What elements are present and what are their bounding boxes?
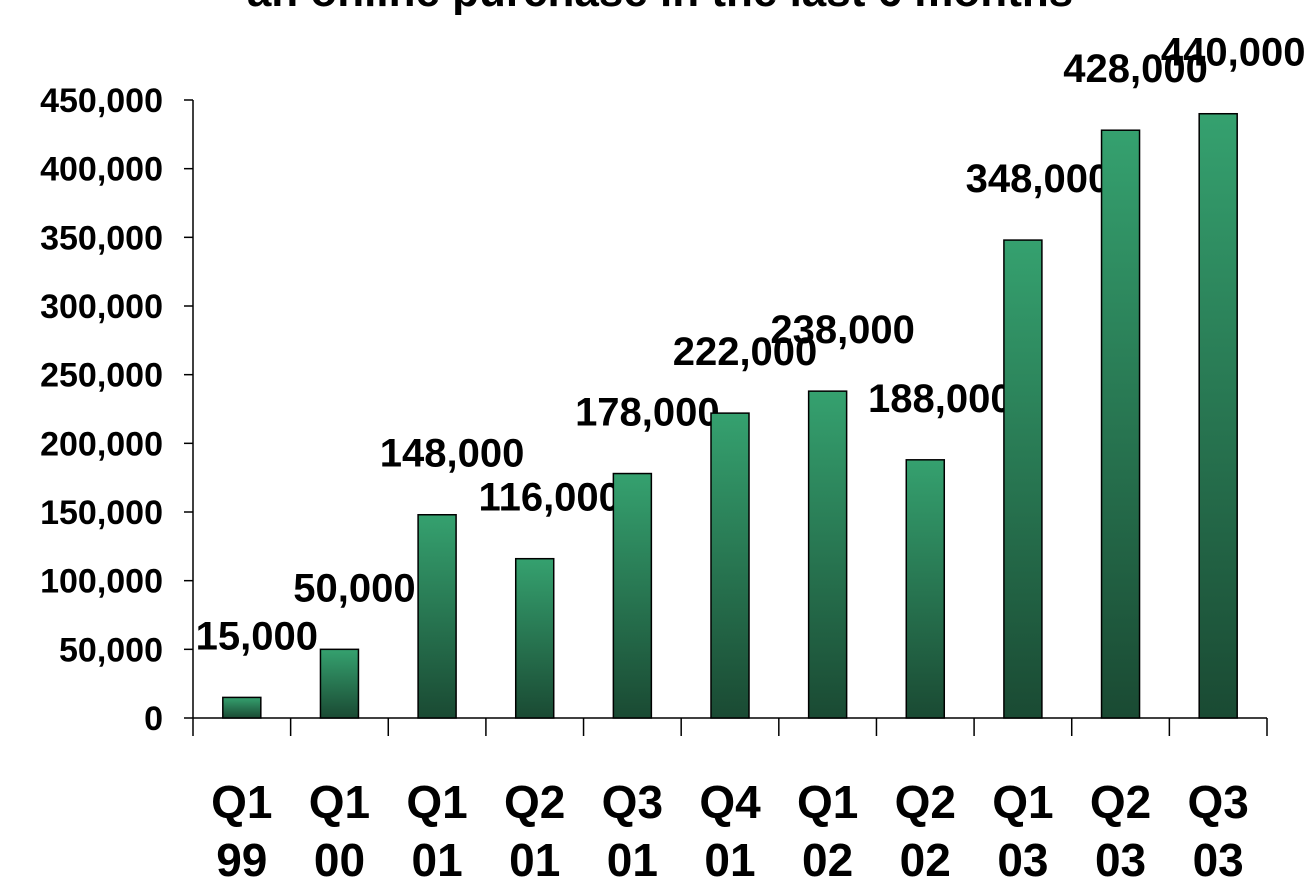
bar xyxy=(319,648,360,719)
x-tick-label: Q2 01 xyxy=(504,776,566,886)
x-tick-label: Q3 03 xyxy=(1187,776,1249,886)
y-tick-label: 450,000 xyxy=(40,82,163,120)
x-tick-label: Q4 01 xyxy=(699,776,761,886)
bar xyxy=(417,513,457,719)
y-tick-label: 250,000 xyxy=(40,357,163,395)
x-tick-label: Q1 03 xyxy=(992,776,1054,886)
bar xyxy=(905,459,946,719)
y-tick-label: 0 xyxy=(144,700,163,738)
x-tick-label: Q2 02 xyxy=(894,776,956,886)
value-label: 178,000 xyxy=(575,391,720,435)
x-tick-label: Q1 02 xyxy=(796,776,859,886)
value-label: 188,000 xyxy=(868,377,1013,421)
x-tick-label: Q3 01 xyxy=(601,776,664,886)
value-label: 148,000 xyxy=(380,432,525,476)
x-tick-label: Q1 00 xyxy=(308,776,371,886)
y-tick-label: 50,000 xyxy=(59,631,163,669)
value-label: 50,000 xyxy=(293,566,415,610)
bar xyxy=(807,390,848,719)
chart-title: an online purchase in the last 6 months xyxy=(247,0,1073,16)
bar xyxy=(1198,112,1238,719)
y-tick-label: 300,000 xyxy=(40,288,163,326)
y-tick-label: 400,000 xyxy=(40,151,163,189)
value-label: 238,000 xyxy=(770,308,915,352)
bar xyxy=(710,412,750,719)
value-label: 348,000 xyxy=(966,157,1111,201)
y-tick-label: 100,000 xyxy=(40,563,163,601)
bar xyxy=(514,557,555,719)
value-label: 440,000 xyxy=(1161,31,1306,75)
bar xyxy=(1100,129,1141,719)
y-tick-label: 200,000 xyxy=(40,425,163,463)
x-tick-label: Q1 01 xyxy=(406,776,468,886)
value-label: 15,000 xyxy=(196,614,318,658)
y-tick-label: 350,000 xyxy=(40,219,163,257)
y-tick-label: 150,000 xyxy=(40,494,163,532)
value-label: 428,000 xyxy=(1063,47,1208,91)
value-label: 222,000 xyxy=(673,330,818,374)
bar xyxy=(1003,239,1043,719)
x-tick-label: Q1 99 xyxy=(211,776,273,886)
value-label: 116,000 xyxy=(479,476,621,520)
bar xyxy=(612,472,653,719)
bar xyxy=(222,696,262,719)
x-tick-label: Q2 03 xyxy=(1089,776,1152,886)
